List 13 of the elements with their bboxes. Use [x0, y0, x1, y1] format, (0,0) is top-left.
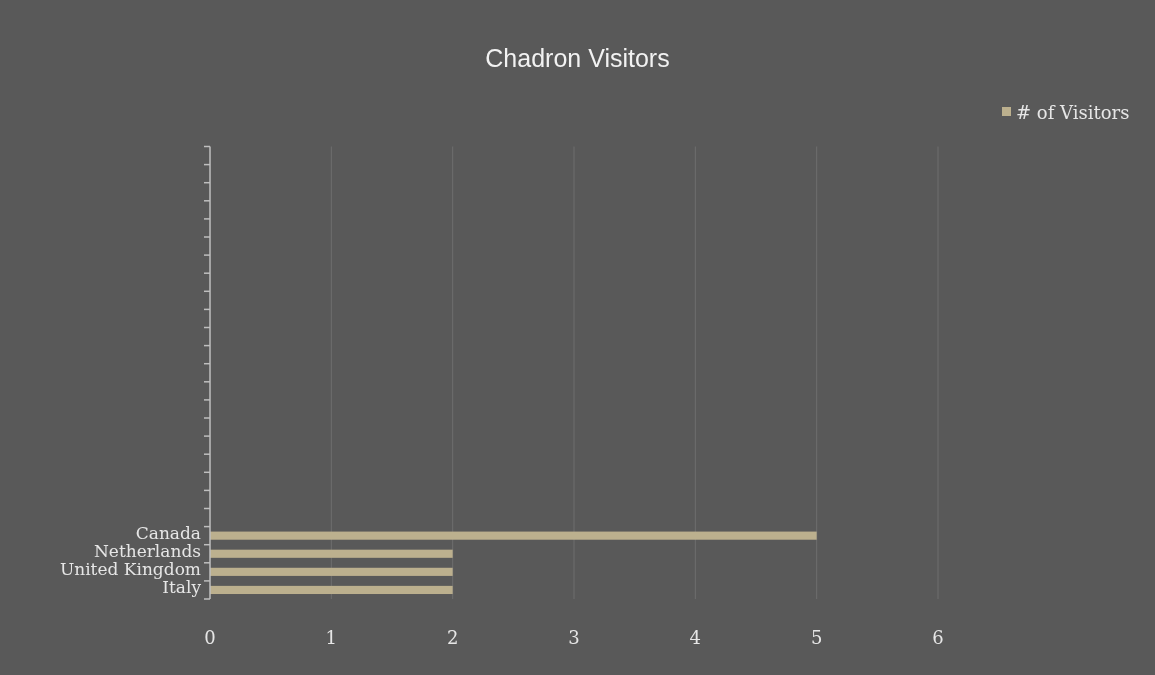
chart-title: Chadron Visitors — [485, 44, 670, 72]
y-tick-label: United Kingdom — [59, 558, 201, 579]
x-tick-label: 3 — [568, 626, 580, 648]
y-tick-label: Netherlands — [93, 540, 201, 561]
x-tick-label: 1 — [325, 626, 338, 648]
legend-label: # of Visitors — [1016, 101, 1130, 123]
x-tick-label: 2 — [446, 626, 459, 648]
y-tick-label: Italy — [162, 576, 202, 597]
x-tick-label: 4 — [689, 626, 702, 648]
x-tick-label: 5 — [810, 626, 823, 648]
y-tick-label: Canada — [135, 522, 201, 543]
x-tick-label: 0 — [204, 626, 216, 648]
x-tick-label: 6 — [932, 626, 944, 648]
